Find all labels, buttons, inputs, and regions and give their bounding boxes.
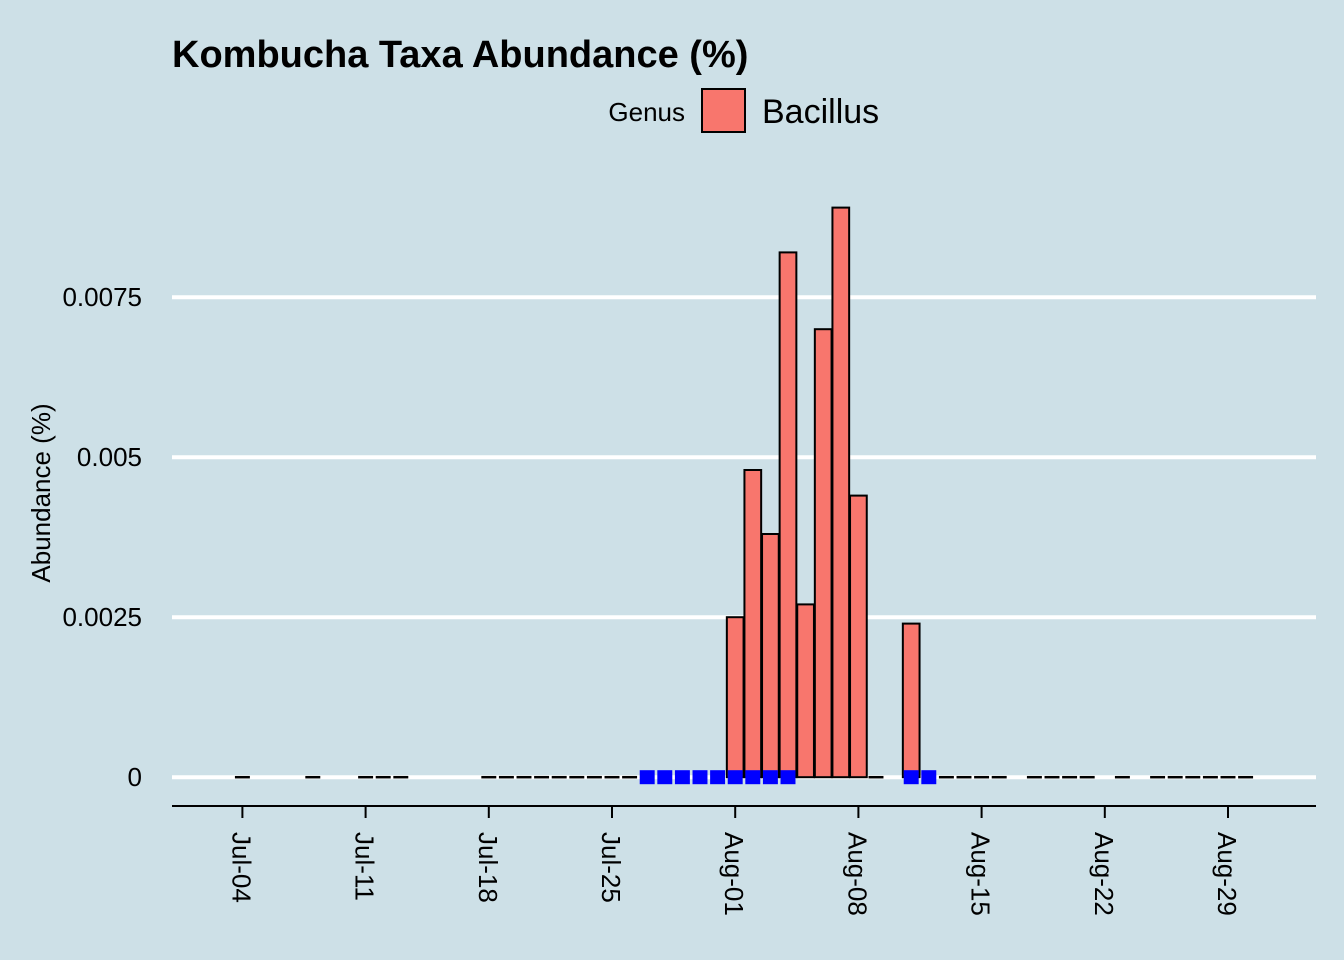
- x-tick-label: Aug-01: [719, 832, 749, 916]
- highlight-marker: [692, 770, 708, 785]
- bar: [743, 469, 763, 779]
- x-tick-label: Aug-08: [842, 832, 872, 916]
- highlight-marker: [727, 770, 743, 785]
- legend-title: Genus: [608, 97, 685, 127]
- bar: [761, 533, 780, 779]
- highlight-marker: [710, 770, 726, 785]
- y-tick-labels: 0 0.0025 0.005 0.0075: [62, 282, 142, 792]
- highlight-marker: [674, 770, 690, 785]
- y-tick-label: 0.0075: [62, 282, 142, 312]
- highlight-marker: [780, 770, 796, 785]
- highlight-marker: [762, 770, 778, 785]
- bar: [778, 251, 798, 779]
- legend-swatch-bacillus: [701, 88, 746, 133]
- x-tick-label: Jul-04: [226, 832, 256, 903]
- legend-label-bacillus: Bacillus: [762, 93, 879, 131]
- bar: [796, 603, 815, 779]
- x-tick-label: Aug-29: [1212, 832, 1242, 916]
- bar: [849, 494, 868, 779]
- y-tick-label: 0.005: [77, 442, 142, 472]
- highlight-marker: [921, 770, 937, 785]
- y-tick-label: 0: [128, 762, 142, 792]
- x-tick-label: Jul-25: [596, 832, 626, 903]
- bar: [813, 328, 833, 779]
- highlight-marker: [903, 770, 919, 785]
- bars: [725, 206, 921, 779]
- highlight-marker: [639, 770, 655, 785]
- chart-title: Kombucha Taxa Abundance (%): [172, 34, 748, 76]
- x-tick-label: Aug-22: [1089, 832, 1119, 916]
- y-tick-label: 0.0025: [62, 602, 142, 632]
- bar: [725, 616, 745, 779]
- bar: [831, 206, 851, 779]
- zero-markers: [234, 770, 1254, 785]
- x-tick-label: Aug-15: [966, 832, 996, 916]
- bar: [901, 622, 921, 779]
- highlight-marker: [657, 770, 673, 785]
- x-tick-label: Jul-18: [473, 832, 503, 903]
- x-tick-label: Jul-11: [350, 832, 380, 901]
- y-axis-title: Abundance (%): [26, 403, 56, 582]
- highlight-marker: [745, 770, 761, 785]
- legend: Genus Bacillus: [608, 88, 879, 133]
- x-axis: Jul-04 Jul-11 Jul-18 Jul-25 Aug-01 Aug-08 Aug-…: [172, 805, 1316, 916]
